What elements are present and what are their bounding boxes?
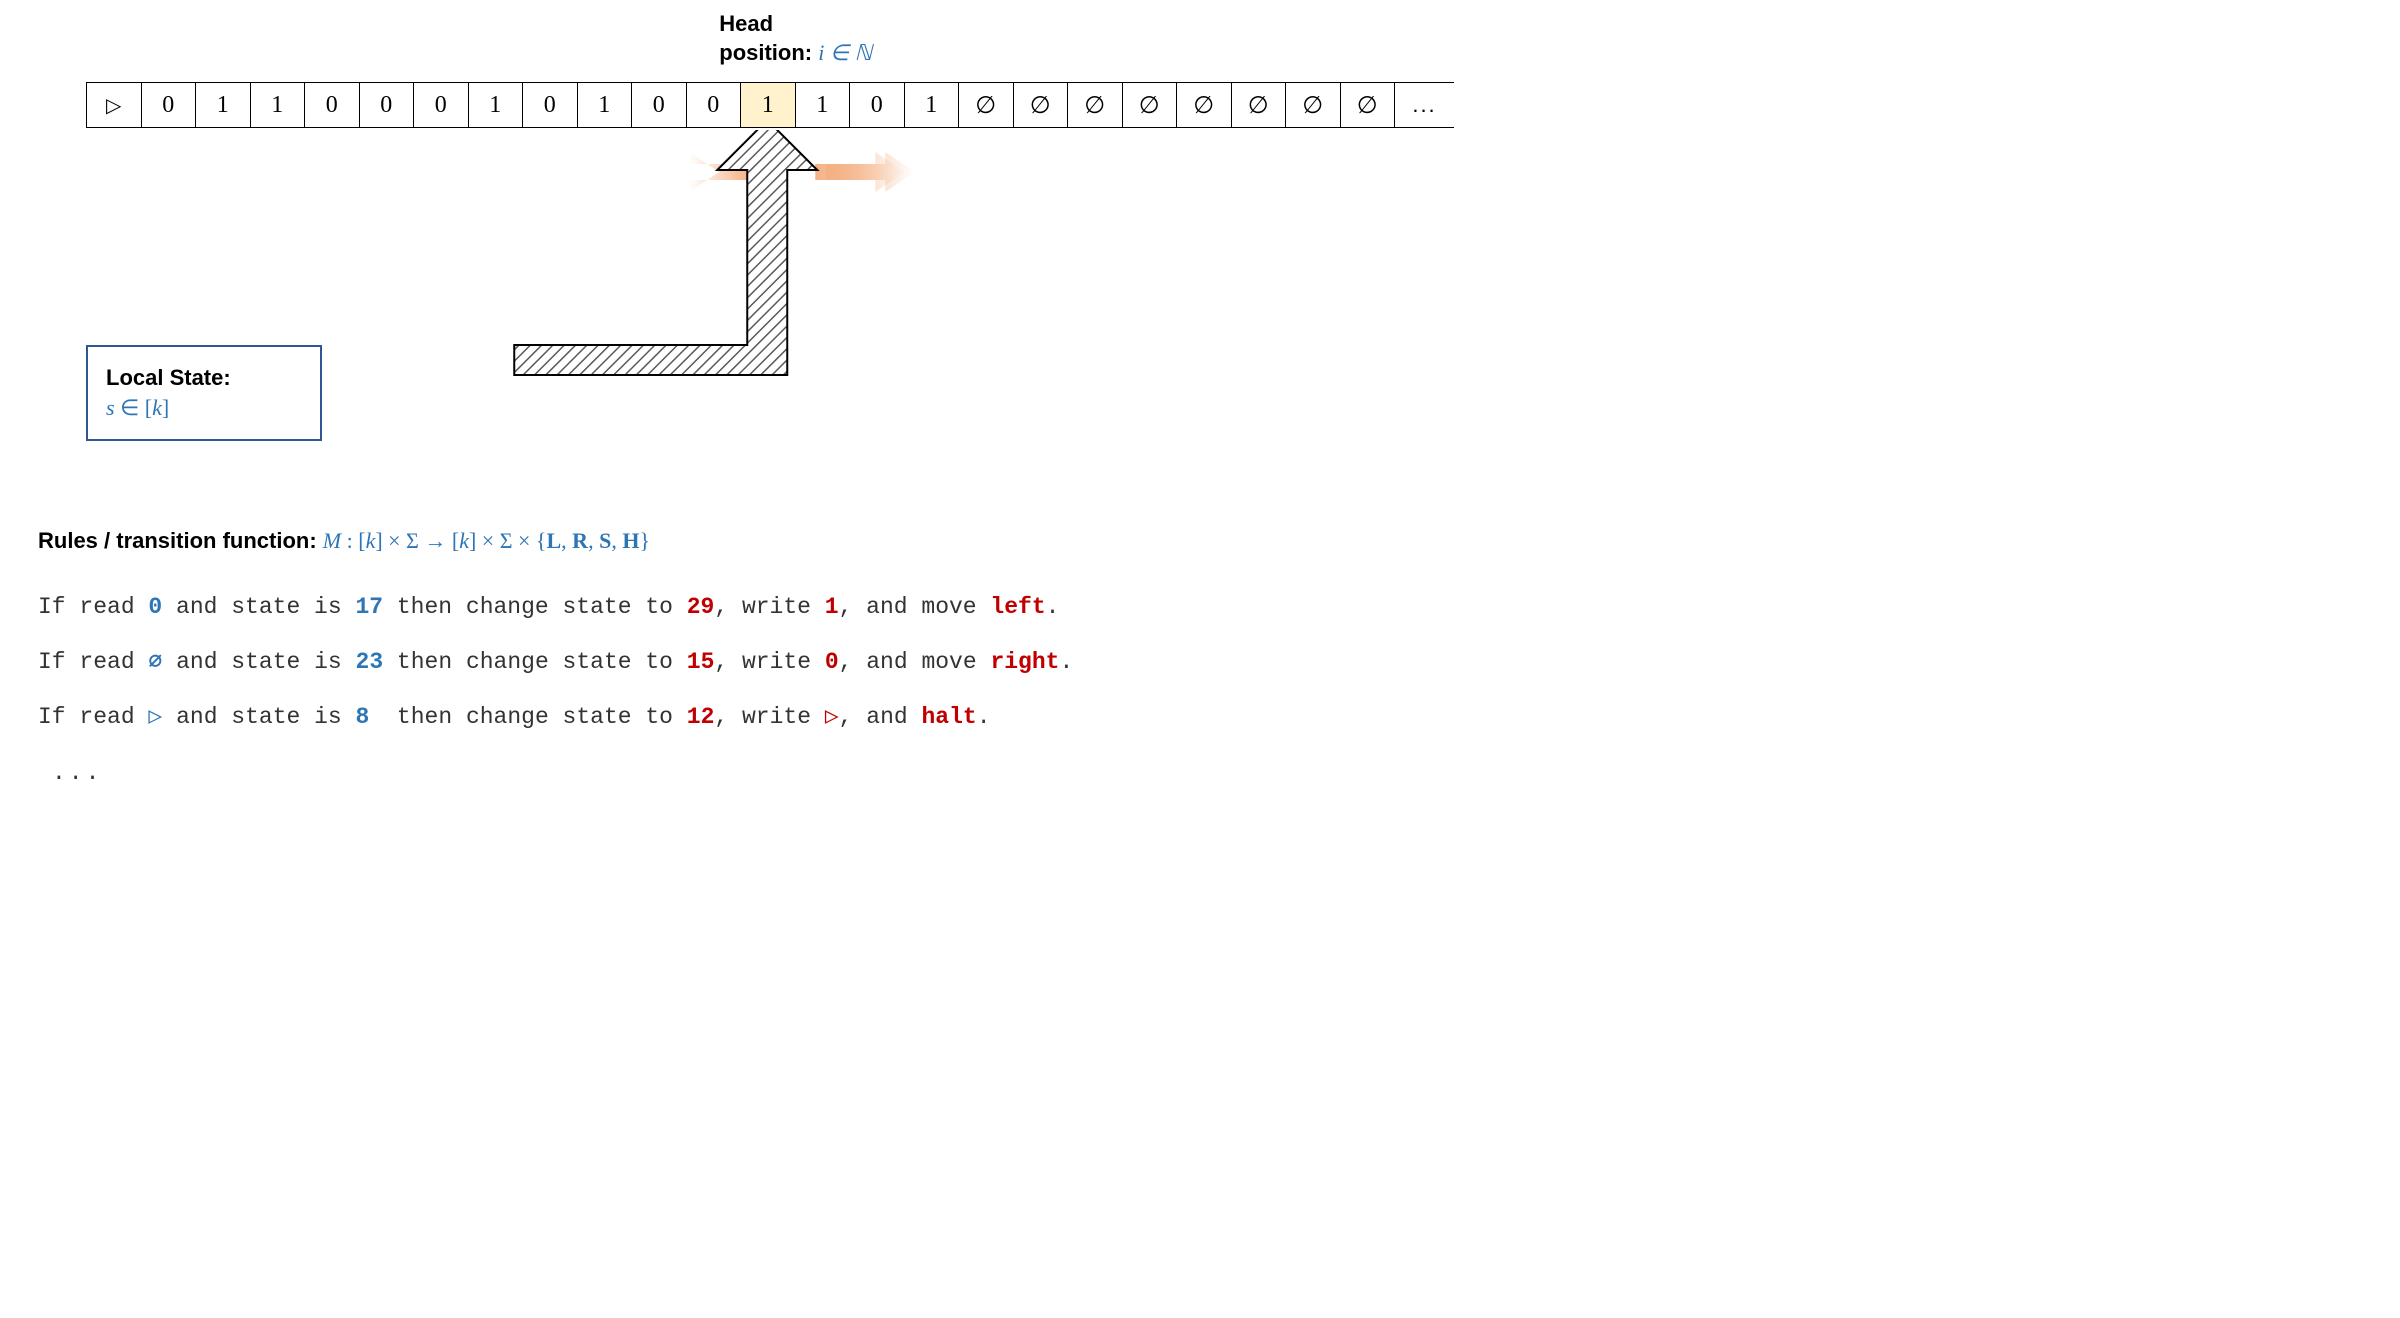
rule-line: If read ∅ and state is 23 then change st… (38, 635, 1073, 690)
rules-header-math: M : [k] × Σ → [k] × Σ × {L, R, S, H} (323, 528, 650, 553)
move-right-arrow (825, 152, 915, 192)
tape-cell: ▷ (86, 82, 141, 128)
tape-cell: 0 (304, 82, 359, 128)
tape-cell: 1 (468, 82, 523, 128)
tape-cell: 0 (522, 82, 577, 128)
local-state-math: s ∈ [k] (106, 395, 302, 421)
tape-cell: 0 (141, 82, 196, 128)
tape-cell: ∅ (1067, 82, 1122, 128)
head-label-line1: Head (719, 10, 872, 39)
rules-header: Rules / transition function: M : [k] × Σ… (38, 528, 650, 554)
tape-cell: 0 (686, 82, 741, 128)
turing-machine-diagram: Head position: i ∈ ℕ ▷011000101001101∅∅∅… (0, 0, 1500, 824)
rule-line: If read ▷ and state is 8 then change sta… (38, 690, 1073, 745)
local-state-box: Local State: s ∈ [k] (86, 345, 322, 441)
tape-cell: 0 (849, 82, 904, 128)
tape-cell: 1 (740, 82, 795, 128)
tape-cell: 1 (577, 82, 632, 128)
tape-cell: ∅ (1285, 82, 1340, 128)
tape-cell: ∅ (1340, 82, 1395, 128)
tape-cell: ∅ (1122, 82, 1177, 128)
local-state-title: Local State: (106, 365, 302, 391)
move-right-arrow-icon-2 (809, 152, 869, 192)
tape-cell: ∅ (958, 82, 1013, 128)
tape: ▷011000101001101∅∅∅∅∅∅∅∅... (86, 82, 1454, 128)
tape-cell: 1 (195, 82, 250, 128)
move-right-arrow-icon (815, 152, 905, 192)
tape-cell: ∅ (1231, 82, 1286, 128)
tape-cell: 0 (413, 82, 468, 128)
rule-line: If read 0 and state is 17 then change st… (38, 580, 1073, 635)
move-left-arrow-icon (689, 152, 749, 192)
tape-cell: 1 (904, 82, 959, 128)
tape-cell: ∅ (1013, 82, 1068, 128)
rules-header-label: Rules / transition function: (38, 528, 323, 553)
tape-cell: 0 (631, 82, 686, 128)
tape-cell: 1 (795, 82, 850, 128)
tape-cell: 0 (359, 82, 414, 128)
tape-cell: ∅ (1176, 82, 1231, 128)
state-to-head-arrow (514, 130, 817, 375)
tape-ellipsis: ... (1394, 82, 1454, 128)
rules-list: If read 0 and state is 17 then change st… (38, 580, 1073, 801)
tape-cell: 1 (250, 82, 305, 128)
head-position-label: Head position: i ∈ ℕ (719, 10, 872, 67)
head-label-line2: position: i ∈ ℕ (719, 39, 872, 68)
rules-ellipsis: ... (52, 746, 1073, 801)
